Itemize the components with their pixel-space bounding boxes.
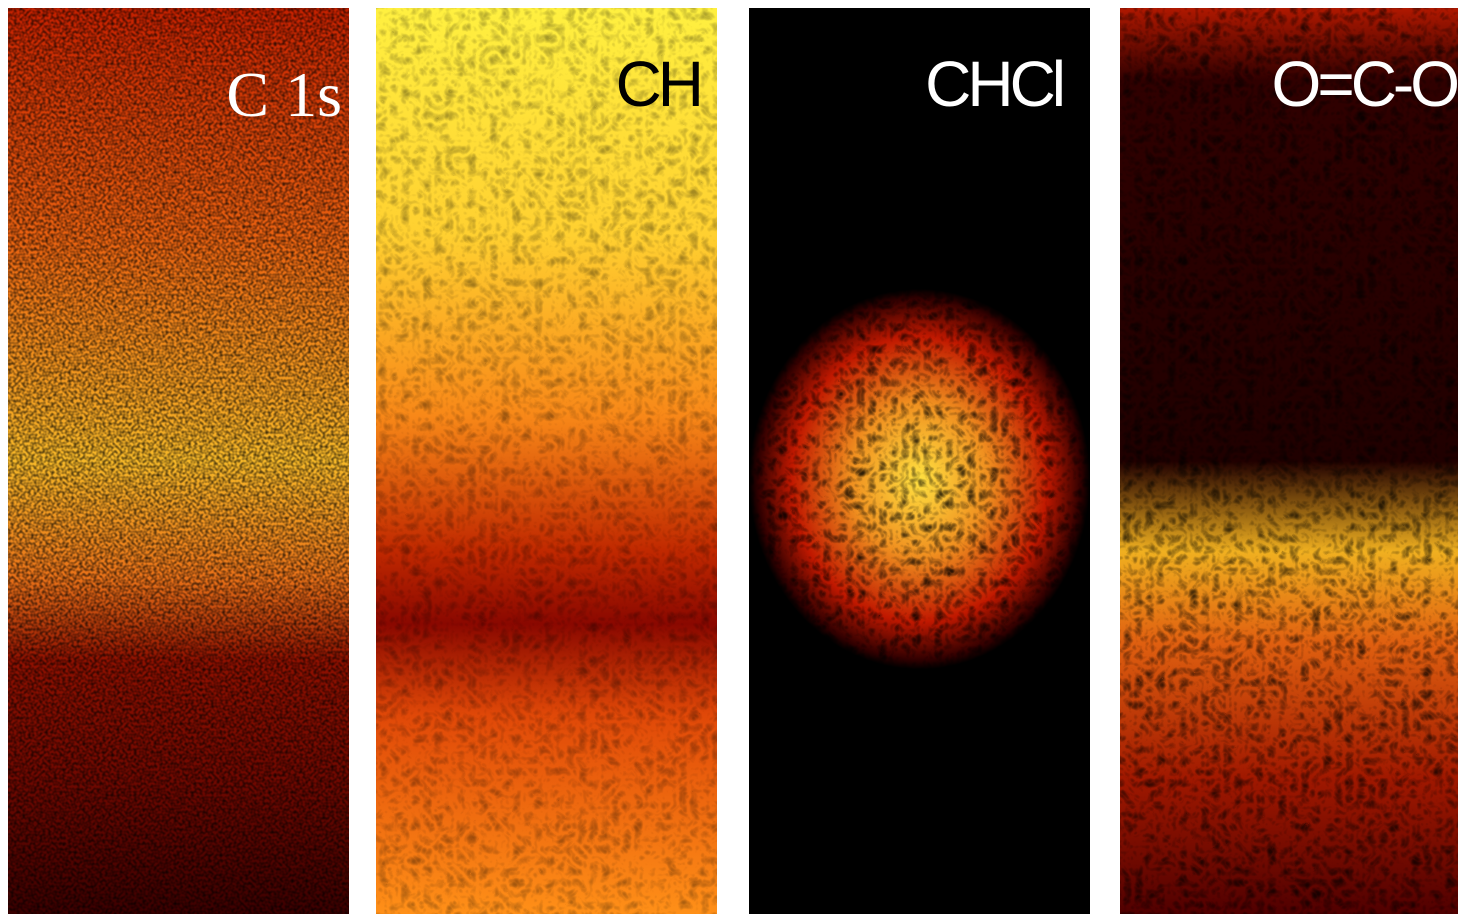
map-noise <box>1120 8 1458 914</box>
panel-label: CHCl <box>925 48 1062 120</box>
panel-oco: O=C-O <box>1120 8 1460 914</box>
map-noise <box>376 8 717 914</box>
panel-chcl: CHCl <box>749 8 1090 914</box>
panel-label: CH <box>616 48 700 120</box>
panel-ch: CH <box>376 8 717 914</box>
panel-label: O=C-O <box>1272 48 1458 120</box>
map-noise <box>749 8 1090 914</box>
panel-c1s: C 1s <box>8 8 349 914</box>
panel-label: C 1s <box>226 59 342 130</box>
map-noise <box>8 8 349 914</box>
